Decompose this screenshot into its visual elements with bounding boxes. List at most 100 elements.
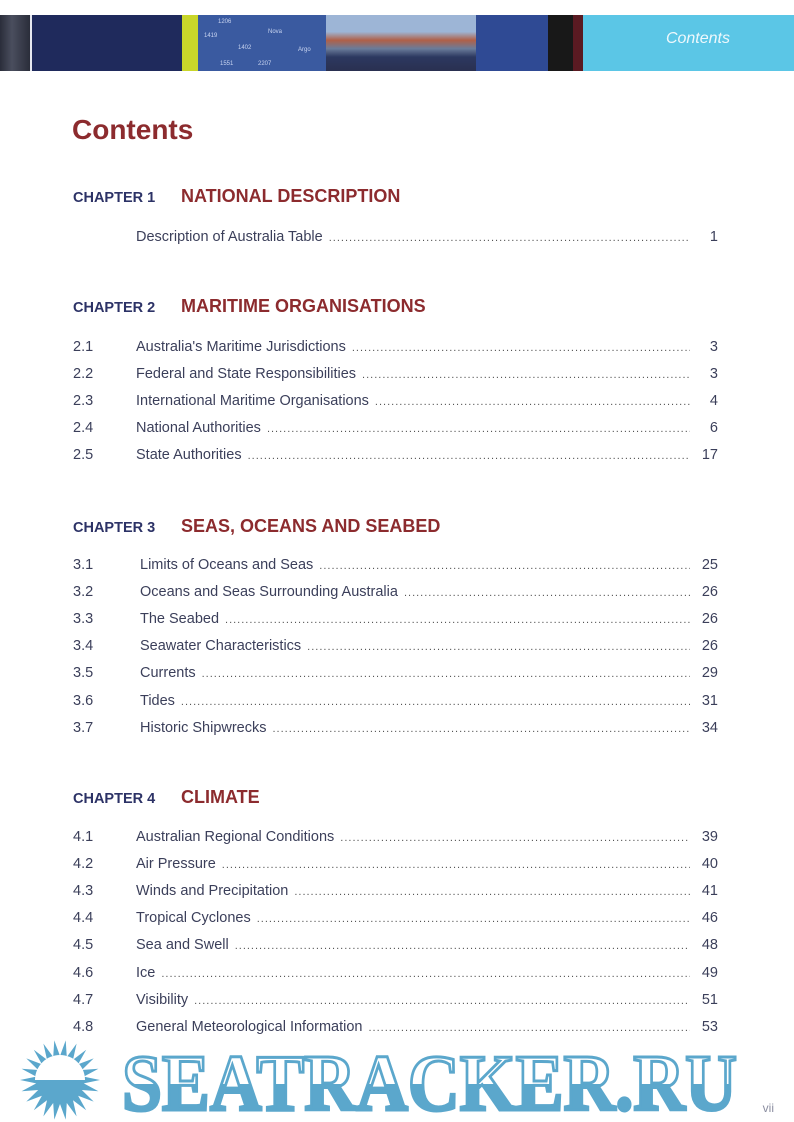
entry-number: 3.6 [73, 692, 94, 709]
chapter-heading: CHAPTER 3 SEAS, OCEANS AND SEABED [73, 516, 440, 537]
entry-number: 4.1 [73, 829, 94, 845]
toc-entry[interactable]: 2.3 International Maritime Organisations.… [73, 393, 718, 413]
entry-number: 2.2 [73, 366, 94, 382]
entry-number: 4.6 [73, 964, 94, 981]
toc-entry[interactable]: 4.6 Ice..................................… [73, 965, 718, 985]
dot-leader: ........................................… [201, 668, 690, 681]
chart-label: 1419 [204, 33, 218, 39]
banner-blue-block [476, 15, 548, 71]
svg-text:SEATRACKER.RU: SEATRACKER.RU [122, 1040, 737, 1122]
toc-entry[interactable]: 4.3 Winds and Precipitation..............… [73, 883, 718, 903]
dot-leader: ........................................… [266, 423, 690, 435]
header-banner: 1206 1419 1402 Nova 1551 2207 Argo Conte… [0, 15, 794, 71]
entry-page: 46 [701, 910, 718, 927]
toc-entry[interactable]: 4.4 Tropical Cyclones....................… [73, 910, 718, 930]
entry-page: 6 [709, 420, 718, 436]
toc-entry[interactable]: 3.5 Currents.............................… [73, 665, 718, 685]
entry-page: 3 [709, 339, 718, 355]
dot-leader: ........................................… [272, 722, 691, 735]
toc-entry[interactable]: 3.4 Seawater Characteristics.............… [73, 638, 718, 658]
entry-title: Currents [140, 665, 196, 682]
toc-entry[interactable]: 3.2 Oceans and Seas Surrounding Australia… [73, 584, 718, 604]
entry-page: 26 [701, 584, 718, 601]
chapter-name: SEAS, OCEANS AND SEABED [181, 516, 441, 536]
entry-number: 3.4 [73, 638, 94, 655]
banner-nautical-chart-image: 1206 1419 1402 Nova 1551 2207 Argo [198, 15, 326, 71]
dot-leader: ........................................… [362, 369, 690, 381]
entry-page: 29 [701, 665, 718, 682]
chapter-label: CHAPTER 1 [73, 190, 156, 206]
entry-title: Tides [140, 692, 175, 709]
dot-leader: ........................................… [225, 614, 690, 627]
chapter-heading: CHAPTER 2 MARITIME ORGANISATIONS [73, 296, 426, 317]
toc-entry[interactable]: Description of Australia Table..........… [73, 229, 718, 249]
dot-leader: ........................................… [161, 967, 690, 980]
entry-number: 4.8 [73, 1018, 94, 1035]
chapter-name: CLIMATE [181, 787, 260, 807]
dot-leader: ........................................… [374, 396, 690, 408]
toc-entry[interactable]: 3.6 Tides................................… [73, 693, 718, 713]
entry-page: 51 [701, 991, 718, 1008]
toc-entry[interactable]: 2.5 State Authorities....................… [73, 447, 718, 467]
entry-title: Ice [136, 964, 156, 981]
toc-entry[interactable]: 2.4 National Authorities.................… [73, 420, 718, 440]
entry-page: 17 [701, 447, 718, 463]
entry-title: The Seabed [140, 611, 220, 628]
chart-label: 1402 [238, 45, 252, 51]
entry-number: 3.3 [73, 611, 94, 628]
entry-title: National Authorities [136, 420, 261, 436]
dot-leader: ........................................… [234, 940, 690, 953]
toc-entry[interactable]: 4.8 General Meteorological Information...… [73, 1019, 718, 1039]
chapter-label: CHAPTER 3 [73, 520, 156, 536]
chart-label: 2207 [258, 61, 272, 67]
entry-number: 3.1 [73, 557, 94, 573]
chart-label: Nova [268, 29, 283, 35]
entry-title: State Authorities [136, 447, 242, 463]
chart-label: 1551 [220, 61, 234, 67]
chapter-name: MARITIME ORGANISATIONS [181, 296, 426, 316]
entry-title: Sea and Swell [136, 937, 229, 954]
entry-title: Federal and State Responsibilities [136, 366, 357, 382]
entry-title: Limits of Oceans and Seas [140, 557, 314, 573]
entry-number: 2.1 [73, 339, 94, 355]
toc-entry[interactable]: 2.2 Federal and State Responsibilities...… [73, 366, 718, 386]
toc-entry[interactable]: 3.1 Limits of Oceans and Seas............… [73, 557, 718, 577]
dot-leader: ........................................… [328, 232, 690, 244]
chapter-name: NATIONAL DESCRIPTION [181, 186, 401, 206]
entry-number: 4.3 [73, 883, 94, 900]
entry-page: 41 [701, 883, 718, 900]
entry-number: 2.4 [73, 420, 94, 436]
toc-entry[interactable]: 4.1 Australian Regional Conditions.......… [73, 829, 718, 849]
entry-page: 31 [701, 692, 718, 709]
entry-title: Seawater Characteristics [140, 638, 302, 655]
entry-number: 4.5 [73, 937, 94, 954]
toc-entry[interactable]: 4.2 Air Pressure.........................… [73, 856, 718, 876]
chart-label: Argo [298, 47, 311, 53]
dot-leader: ........................................… [194, 994, 690, 1007]
chapter-label: CHAPTER 4 [73, 791, 156, 807]
toc-entry[interactable]: 2.1 Australia's Maritime Jurisdictions...… [73, 339, 718, 359]
toc-entry[interactable]: 4.7 Visibility...........................… [73, 992, 718, 1012]
toc-entry[interactable]: 3.3 The Seabed...........................… [73, 611, 718, 631]
entry-page: 3 [709, 366, 718, 382]
entry-number: 3.5 [73, 665, 94, 682]
entry-page: 1 [709, 229, 718, 245]
entry-title: Air Pressure [136, 856, 216, 873]
section-label: Contents [665, 30, 730, 47]
toc-entry[interactable]: 4.5 Sea and Swell........................… [73, 937, 718, 957]
chart-label: 1206 [218, 19, 232, 25]
dot-leader: ........................................… [294, 886, 690, 899]
toc-entry[interactable]: 3.7 Historic Shipwrecks..................… [73, 720, 718, 740]
chapter-heading: CHAPTER 1 NATIONAL DESCRIPTION [73, 186, 400, 207]
entry-number: 3.2 [73, 584, 94, 601]
dot-leader: ........................................… [256, 913, 690, 926]
entry-title: Australian Regional Conditions [136, 829, 335, 845]
seatracker-watermark-logo: SEATRACKER.RU [20, 1040, 739, 1122]
banner-section-tab: Contents [583, 15, 794, 71]
entry-page: 25 [701, 557, 718, 573]
entry-page: 49 [701, 964, 718, 981]
dot-leader: ........................................… [307, 641, 690, 654]
chapter-heading: CHAPTER 4 CLIMATE [73, 787, 260, 808]
entry-title: International Maritime Organisations [136, 393, 369, 409]
entry-page: 26 [701, 638, 718, 655]
